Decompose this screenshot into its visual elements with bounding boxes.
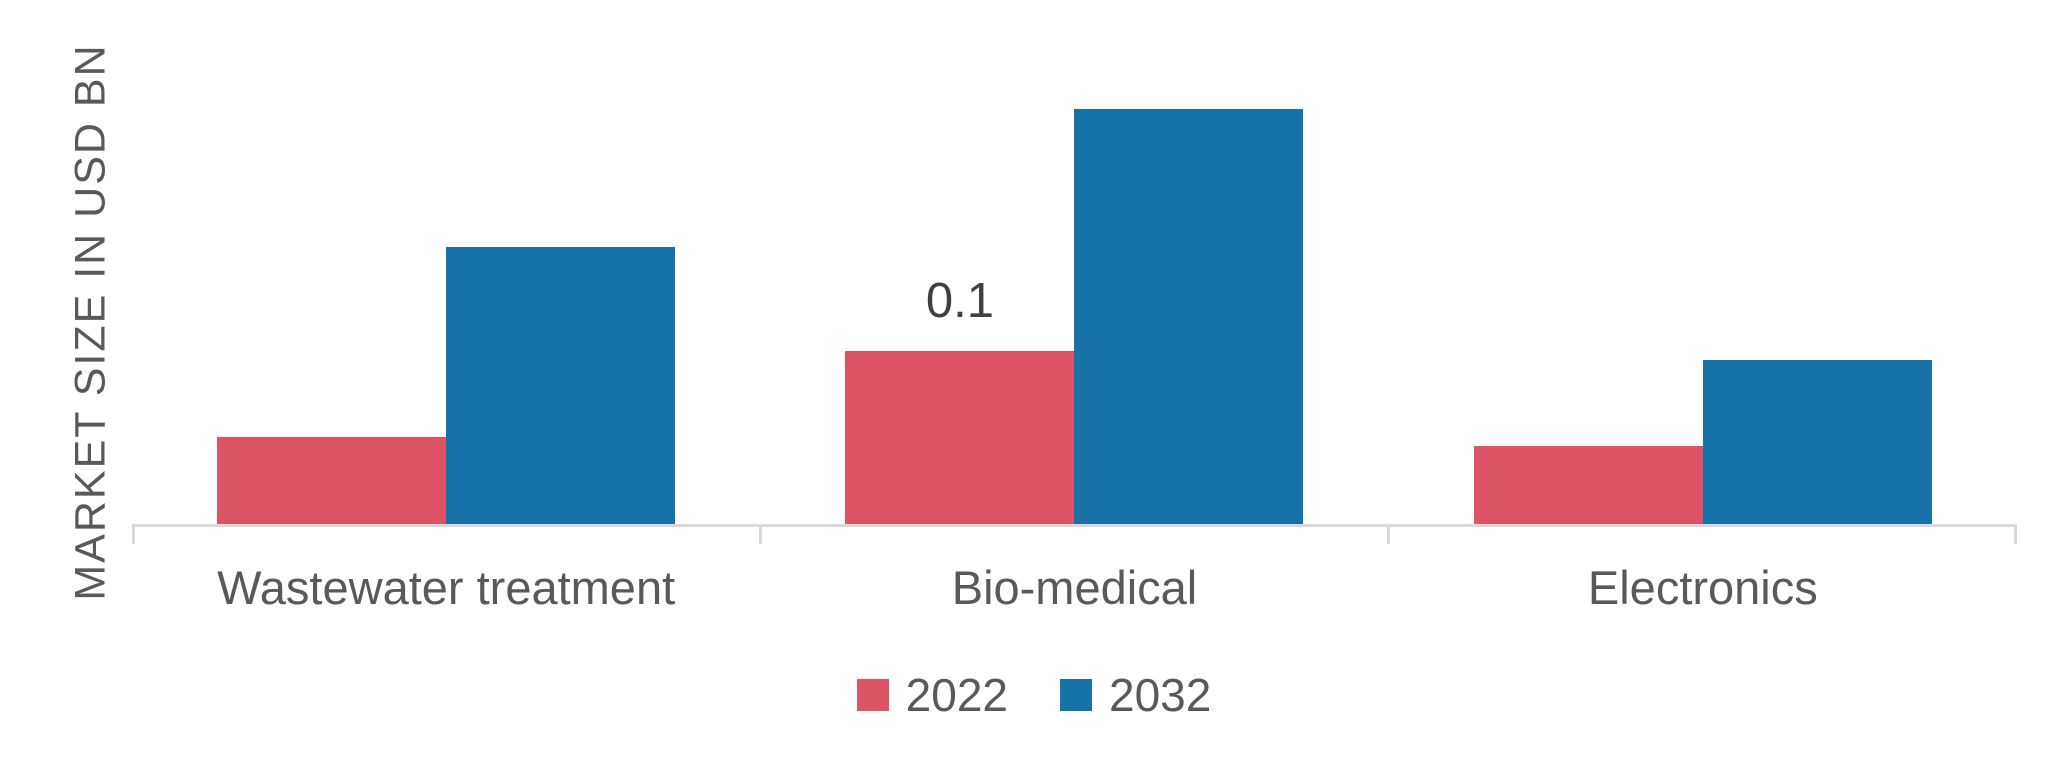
category-group-bio-medical: 0.1 (760, 80, 1388, 524)
x-axis-tick (759, 527, 763, 544)
legend-item-2032: 2032 (1060, 668, 1211, 722)
x-axis-label-wastewater-treatment: Wastewater treatment (217, 561, 676, 614)
legend-label-2022: 2022 (905, 669, 1008, 721)
y-axis-title: MARKET SIZE IN USD BN (66, 43, 115, 601)
x-axis-label-bio-medical: Bio-medical (951, 561, 1198, 614)
legend-label-2032: 2032 (1109, 669, 1212, 721)
x-axis-tick (1386, 527, 1390, 544)
bar-2032-wastewater-treatment (446, 247, 676, 524)
x-axis-labels: Wastewater treatment Bio-medical Electroni… (132, 560, 2017, 615)
plot-area: 0.1 (132, 80, 2017, 544)
x-axis-label-electronics: Electronics (1587, 561, 1818, 614)
bar-2022-electronics (1473, 446, 1703, 524)
data-label-2022-bio-medical: 0.1 (925, 274, 995, 328)
legend: 2022 2032 (0, 668, 2068, 722)
bar-2032-bio-medical (1074, 109, 1304, 524)
bar-2032-electronics (1702, 360, 1932, 524)
legend-swatch-2022 (856, 679, 889, 711)
legend-item-2022: 2022 (856, 668, 1008, 722)
x-axis-tick (132, 527, 135, 544)
bar-2022-wastewater-treatment (217, 437, 447, 524)
category-group-electronics (1389, 80, 2017, 524)
bar-panels: 0.1 (132, 80, 2017, 524)
bar-2022-bio-medical: 0.1 (845, 274, 1075, 524)
category-group-wastewater-treatment (132, 80, 760, 524)
x-axis-tick (2014, 527, 2017, 544)
legend-swatch-2032 (1060, 679, 1092, 711)
